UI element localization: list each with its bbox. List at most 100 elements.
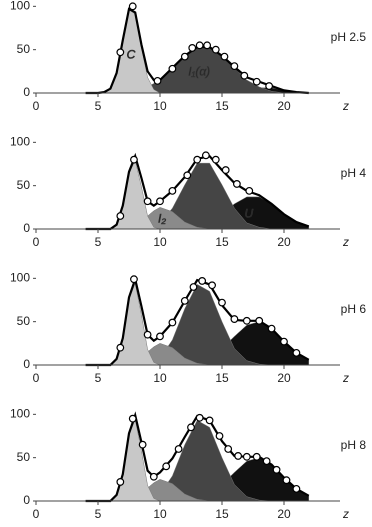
x-tick-label: 0 xyxy=(33,371,40,385)
data-point xyxy=(272,465,281,474)
data-point xyxy=(168,64,177,73)
x-tick-label: 10 xyxy=(153,507,167,521)
x-tick-label: 15 xyxy=(215,371,229,385)
data-point xyxy=(292,484,301,493)
data-point xyxy=(292,348,301,357)
x-tick-label: 20 xyxy=(277,99,291,113)
x-tick-label: 5 xyxy=(95,507,102,521)
x-tick-label: 20 xyxy=(277,235,291,249)
data-point xyxy=(267,324,276,333)
data-point xyxy=(252,452,261,461)
data-point xyxy=(230,62,239,71)
data-point xyxy=(195,41,204,50)
data-point xyxy=(201,151,210,160)
data-point xyxy=(208,281,216,290)
fit-line xyxy=(85,7,309,95)
x-tick-label: 10 xyxy=(153,235,167,249)
data-point xyxy=(203,41,212,50)
data-point xyxy=(183,171,192,180)
component-label: U xyxy=(244,207,253,221)
data-point xyxy=(128,414,137,423)
y-tick-label: 0 xyxy=(23,221,30,235)
data-point xyxy=(245,186,254,195)
data-point xyxy=(265,82,274,90)
panel-title: pH 2.5 xyxy=(331,30,367,44)
data-point xyxy=(252,77,261,86)
data-point xyxy=(224,445,233,453)
panel-title: pH 8 xyxy=(341,438,367,452)
y-tick-label: 50 xyxy=(17,42,31,56)
data-point xyxy=(195,413,204,422)
data-point xyxy=(218,298,226,307)
data-point xyxy=(242,452,251,461)
x-tick-label: 15 xyxy=(215,99,229,113)
data-point xyxy=(187,423,195,432)
x-tick-label: 20 xyxy=(277,507,291,521)
x-axis-label: z xyxy=(342,507,349,521)
x-tick-label: 5 xyxy=(95,371,102,385)
x-axis-label: z xyxy=(342,371,349,385)
data-point xyxy=(130,155,138,164)
data-point xyxy=(143,330,152,339)
data-point xyxy=(234,452,243,460)
y-tick-label: 50 xyxy=(17,314,31,328)
x-tick-label: 10 xyxy=(153,371,167,385)
data-point xyxy=(280,337,288,346)
data-point xyxy=(232,180,241,188)
y-tick-label: 0 xyxy=(23,85,30,99)
x-tick-label: 15 xyxy=(215,235,229,249)
data-point xyxy=(138,440,147,449)
data-point xyxy=(180,296,189,305)
data-point xyxy=(116,343,125,352)
data-point xyxy=(143,197,152,206)
data-point xyxy=(156,197,164,206)
data-point xyxy=(262,457,271,466)
data-point xyxy=(220,52,229,61)
data-point xyxy=(255,316,264,325)
panel-title: pH 6 xyxy=(341,302,367,316)
data-point xyxy=(221,166,230,174)
y-tick-label: 100 xyxy=(10,271,30,285)
component-label: I₁(α) xyxy=(188,65,210,79)
data-point xyxy=(130,275,138,284)
data-point xyxy=(211,155,220,164)
data-point xyxy=(116,212,125,220)
data-point xyxy=(240,71,249,80)
x-tick-label: 20 xyxy=(277,371,291,385)
y-tick-label: 50 xyxy=(17,450,31,464)
y-tick-label: 0 xyxy=(23,357,30,371)
component-label: I₂ xyxy=(158,211,166,225)
panel-title: pH 4 xyxy=(341,166,367,180)
data-point xyxy=(211,45,220,54)
x-tick-label: 15 xyxy=(215,507,229,521)
data-point xyxy=(162,462,171,471)
data-point xyxy=(180,52,189,61)
data-point xyxy=(153,76,162,85)
data-point xyxy=(156,332,164,341)
data-point xyxy=(116,48,125,57)
data-point xyxy=(198,277,207,285)
data-point xyxy=(193,155,202,164)
x-tick-label: 10 xyxy=(153,99,167,113)
data-point xyxy=(189,283,198,291)
y-tick-label: 100 xyxy=(10,407,30,421)
data-point xyxy=(205,416,214,425)
y-tick-label: 100 xyxy=(10,0,30,13)
x-tick-label: 0 xyxy=(33,507,40,521)
y-tick-label: 50 xyxy=(17,178,31,192)
data-point xyxy=(215,432,224,440)
data-point xyxy=(242,316,251,325)
x-tick-label: 0 xyxy=(33,99,40,113)
data-point xyxy=(168,186,177,195)
data-point xyxy=(128,2,137,11)
data-point xyxy=(149,472,158,481)
data-point xyxy=(230,315,239,323)
y-tick-label: 0 xyxy=(23,493,30,507)
x-axis-label: z xyxy=(342,235,349,249)
data-point xyxy=(116,478,125,486)
data-point xyxy=(282,476,291,485)
x-tick-label: 0 xyxy=(33,235,40,249)
data-point xyxy=(174,445,183,453)
data-point xyxy=(188,44,197,52)
